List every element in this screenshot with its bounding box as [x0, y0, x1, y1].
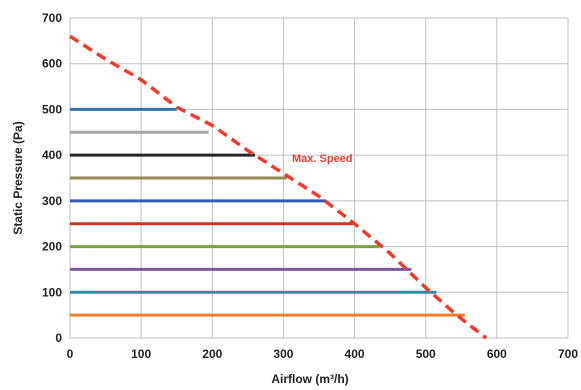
x-tick-label: 600	[487, 347, 507, 361]
x-tick-label: 0	[67, 347, 74, 361]
x-tick-label: 400	[345, 347, 365, 361]
max-speed-label: Max. Speed	[292, 153, 353, 165]
y-tick-label: 400	[42, 148, 62, 162]
y-tick-label: 200	[42, 240, 62, 254]
y-tick-label: 500	[42, 102, 62, 116]
x-tick-label: 300	[273, 347, 293, 361]
series-lines	[70, 107, 465, 317]
x-tick-label: 700	[558, 347, 578, 361]
y-axis-title: Static Pressure (Pa)	[11, 121, 25, 234]
y-tick-label: 700	[42, 11, 62, 25]
y-tick-label: 600	[42, 57, 62, 71]
y-tick-label: 100	[42, 285, 62, 299]
x-axis-title: Airflow (m³/h)	[271, 372, 348, 386]
max-speed-curve	[69, 34, 488, 340]
x-tick-label: 500	[416, 347, 436, 361]
x-tick-label: 100	[131, 347, 151, 361]
y-tick-label: 0	[55, 331, 62, 345]
y-tick-labels: 0 100 200 300 400 500 600 700	[42, 11, 62, 345]
x-tick-labels: 0 100 200 300 400 500 600 700	[67, 347, 579, 361]
x-tick-label: 200	[202, 347, 222, 361]
y-tick-label: 300	[42, 194, 62, 208]
max-speed-curve-layer	[69, 34, 488, 340]
